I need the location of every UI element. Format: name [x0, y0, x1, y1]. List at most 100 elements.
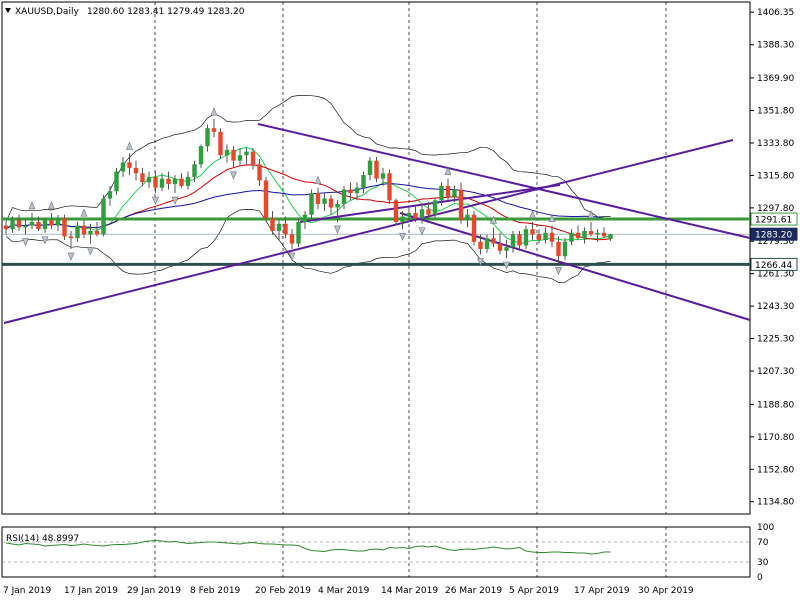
price-label: 1351.80 [757, 107, 794, 117]
trendline [3, 139, 734, 324]
date-label: 5 Apr 2019 [509, 586, 559, 596]
candle-body [374, 160, 379, 179]
price-label: 1152.80 [757, 465, 794, 475]
candle-body [192, 164, 197, 177]
candle-body [523, 229, 529, 246]
candle-body [471, 214, 477, 242]
fractal-up-marker [490, 215, 497, 224]
candle-body [218, 131, 223, 156]
candle-body [250, 151, 256, 165]
candle-body [205, 128, 210, 147]
candle-body [159, 178, 165, 188]
candle-body [42, 220, 48, 230]
fractal-down-marker [477, 258, 484, 267]
support-tag-text: 1266.44 [755, 261, 792, 271]
price-label: 1170.80 [757, 433, 794, 443]
fractal-down-marker [67, 252, 75, 261]
candle-body [153, 176, 158, 188]
candle-body [335, 203, 340, 208]
date-label: 29 Jan 2019 [127, 586, 181, 596]
candle-body [101, 198, 106, 235]
candle-body [3, 225, 9, 230]
candle-body [127, 162, 132, 168]
candle-body [296, 221, 301, 244]
candle-body [62, 218, 67, 237]
symbol-label: XAUUSD,Daily [15, 7, 79, 17]
date-label: 8 Feb 2019 [190, 586, 241, 596]
current-price-tag-box [750, 227, 798, 241]
candle-body [185, 176, 191, 186]
candle-body [504, 247, 509, 251]
candle-body [484, 238, 490, 249]
candle-body [452, 189, 457, 197]
candle-body [432, 200, 438, 215]
rsi-indicator: 100 70 30 0 [2, 523, 774, 583]
date-label: 20 Feb 2019 [255, 586, 311, 596]
fractal-down-marker [230, 171, 237, 180]
candle-body [361, 175, 366, 188]
date-label: 17 Apr 2019 [574, 586, 630, 596]
candle-body [16, 220, 22, 228]
candlesticks [3, 119, 613, 264]
bollinger-bands [5, 95, 611, 283]
triangle-down-icon[interactable] [5, 8, 11, 13]
fractal-up-marker [314, 175, 322, 184]
candle-body [380, 173, 386, 179]
candle-body [549, 232, 555, 242]
price-label: 1279.30 [757, 237, 794, 247]
fractal-up-marker [28, 201, 36, 210]
fractal-down-marker [555, 267, 562, 276]
candle-body [393, 200, 399, 222]
candle-body [36, 221, 41, 230]
candle-body [133, 167, 139, 174]
candle-body [257, 164, 262, 181]
rsi-line [5, 539, 611, 555]
rsi-level-label: 100 [757, 523, 774, 533]
price-label: 1297.80 [757, 204, 794, 214]
date-label: 26 Mar 2019 [445, 586, 502, 596]
price-label: 1333.80 [757, 139, 794, 149]
fractal-down-marker [171, 196, 179, 205]
candle-body [439, 185, 444, 201]
candle-body [556, 241, 561, 257]
candle-body [198, 146, 204, 165]
candle-body [601, 232, 607, 237]
rsi-level-label: 30 [757, 558, 769, 568]
fractal-down-marker [418, 227, 426, 236]
candle-body [211, 128, 217, 132]
candle-body [309, 193, 314, 215]
candle-body [341, 189, 347, 204]
candle-body [10, 220, 15, 230]
candle-body [354, 187, 360, 194]
fractal-down-marker [503, 261, 510, 270]
candle-body [68, 236, 74, 239]
trendline [299, 184, 561, 223]
date-label: 14 Mar 2019 [381, 586, 438, 596]
candle-body [348, 189, 353, 194]
candle-body [94, 230, 100, 235]
price-label: 1207.30 [757, 367, 794, 377]
candle-body [497, 243, 503, 251]
candle-body [510, 234, 516, 248]
fractal-up-marker [548, 213, 556, 222]
candle-body [283, 223, 288, 235]
date-axis: 7 Jan 2019 17 Jan 2019 29 Jan 2019 8 Feb 20… [3, 586, 694, 596]
candle-body [49, 220, 54, 226]
date-label: 30 Apr 2019 [638, 586, 694, 596]
candle-body [387, 173, 392, 201]
candle-body [458, 189, 464, 221]
resistance-tag-text: 1291.61 [755, 216, 792, 226]
rsi-panel-frame [1, 526, 751, 578]
price-label: 1261.30 [757, 270, 794, 280]
candle-body [75, 225, 80, 239]
candle-body [530, 229, 535, 235]
fractal-down-marker [334, 225, 341, 234]
candle-body [582, 230, 587, 239]
main-chart-frame [1, 1, 751, 515]
price-label: 1225.30 [757, 335, 794, 345]
candle-body [328, 198, 334, 208]
candle-body [445, 185, 451, 197]
fractal-markers [22, 107, 595, 276]
fractal-down-marker [22, 238, 29, 247]
